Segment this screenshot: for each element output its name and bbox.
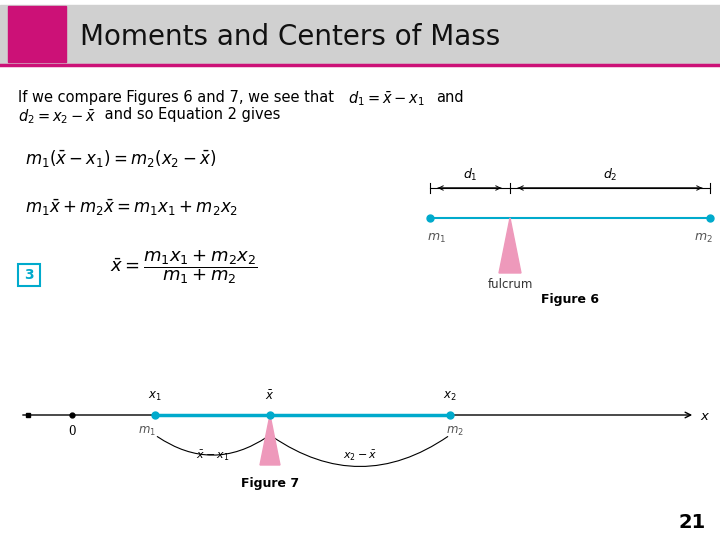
Text: $\bar{x} - x_1$: $\bar{x} - x_1$ xyxy=(196,449,229,463)
Text: and so Equation 2 gives: and so Equation 2 gives xyxy=(100,107,280,122)
Text: $d_1 = \bar{x} - x_1$: $d_1 = \bar{x} - x_1$ xyxy=(348,89,425,108)
Text: $m_1$: $m_1$ xyxy=(138,425,156,438)
FancyBboxPatch shape xyxy=(18,264,40,286)
Polygon shape xyxy=(499,218,521,273)
Text: $d_1$: $d_1$ xyxy=(463,167,477,183)
Text: $x_1$: $x_1$ xyxy=(148,390,162,403)
Polygon shape xyxy=(260,415,280,465)
Text: Figure 6: Figure 6 xyxy=(541,293,599,306)
Text: $d_2 = x_2 - \bar{x}$: $d_2 = x_2 - \bar{x}$ xyxy=(18,107,96,126)
Text: Moments and Centers of Mass: Moments and Centers of Mass xyxy=(80,23,500,51)
Bar xyxy=(8,6,66,62)
Text: $m_2$: $m_2$ xyxy=(446,425,464,438)
Text: If we compare Figures 6 and 7, we see that: If we compare Figures 6 and 7, we see th… xyxy=(18,90,334,105)
Text: 0: 0 xyxy=(68,425,76,438)
Text: $m_1(\bar{x} - x_1) = m_2(x_2 - \bar{x})$: $m_1(\bar{x} - x_1) = m_2(x_2 - \bar{x})… xyxy=(25,148,216,169)
Text: and: and xyxy=(436,90,464,105)
Text: Figure 7: Figure 7 xyxy=(241,477,299,490)
Text: fulcrum: fulcrum xyxy=(487,278,533,291)
Text: $d_2$: $d_2$ xyxy=(603,167,617,183)
Text: $\bar{x} = \dfrac{m_1x_1 + m_2x_2}{m_1 + m_2}$: $\bar{x} = \dfrac{m_1x_1 + m_2x_2}{m_1 +… xyxy=(110,248,258,286)
Text: 21: 21 xyxy=(679,513,706,532)
Text: $m_1$: $m_1$ xyxy=(427,232,446,245)
Text: $x$: $x$ xyxy=(700,409,711,422)
Bar xyxy=(0,5,720,65)
Text: $m_1\bar{x} + m_2\bar{x} = m_1x_1 + m_2x_2$: $m_1\bar{x} + m_2\bar{x} = m_1x_1 + m_2x… xyxy=(25,198,238,219)
Text: 3: 3 xyxy=(24,268,34,282)
Text: $m_2$: $m_2$ xyxy=(694,232,713,245)
Text: $x_2 - \bar{x}$: $x_2 - \bar{x}$ xyxy=(343,449,377,463)
Text: $\bar{x}$: $\bar{x}$ xyxy=(266,389,274,403)
Text: $x_2$: $x_2$ xyxy=(443,390,457,403)
